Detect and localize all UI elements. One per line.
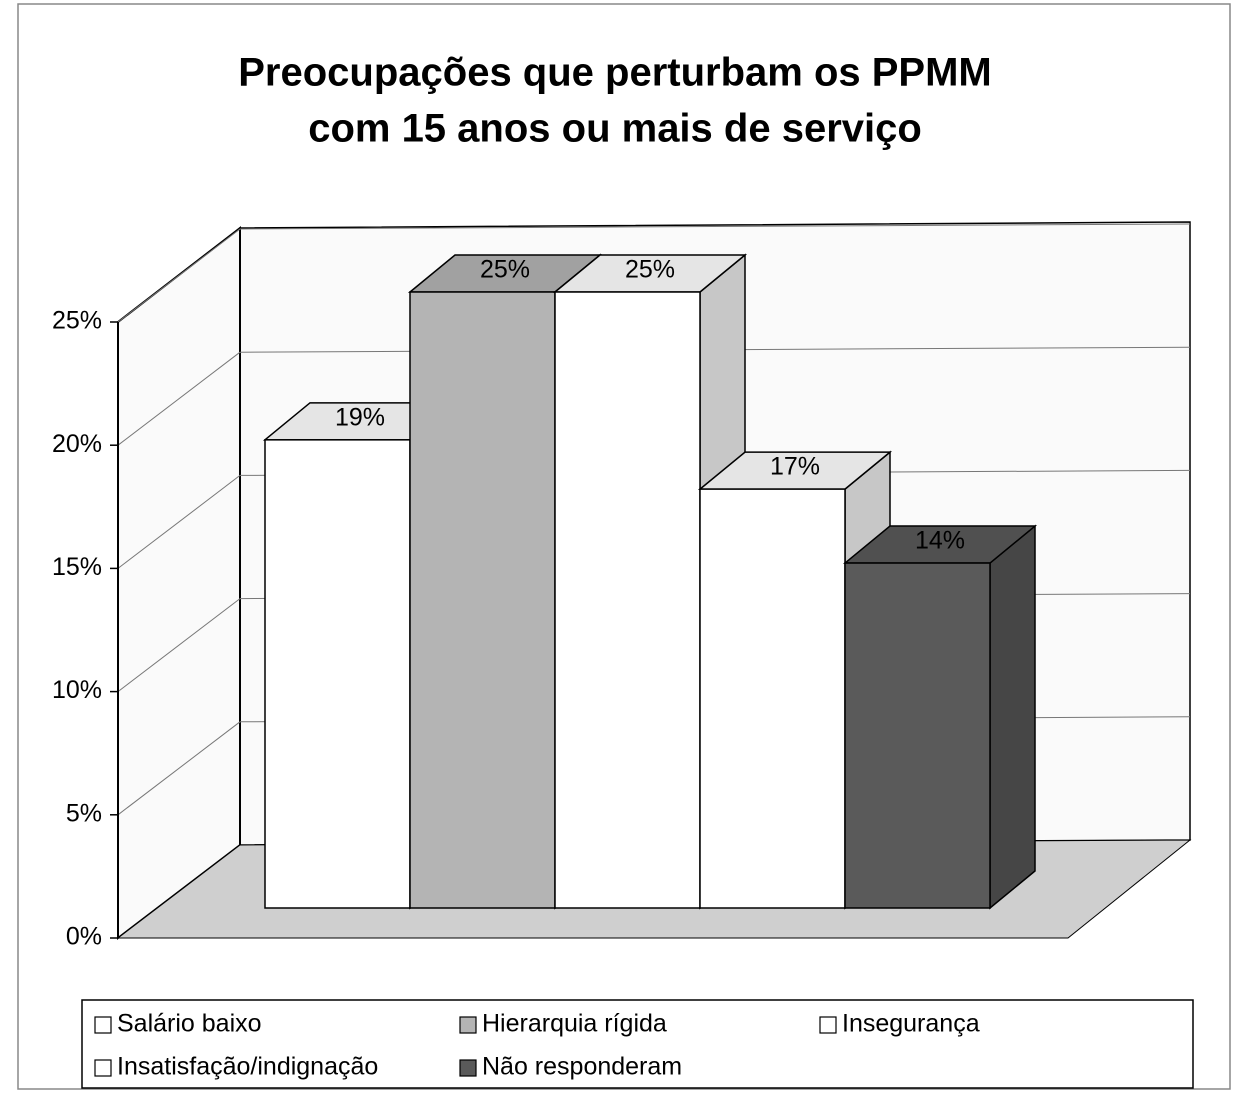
legend-label: Salário baixo — [117, 1010, 262, 1038]
bar — [264, 439, 411, 909]
y-tick-label: 25% — [52, 307, 102, 335]
side-wall — [117, 225, 241, 941]
y-tick-label: 0% — [66, 923, 102, 951]
grid-line — [117, 598, 241, 692]
legend-label: Hierarquia rígida — [482, 1010, 667, 1038]
legend-label: Insegurança — [842, 1010, 980, 1038]
value-label: 25% — [480, 256, 530, 284]
value-label: 14% — [915, 527, 965, 555]
grid-line — [117, 721, 241, 816]
bar-top-shade — [700, 452, 890, 490]
legend-swatch — [459, 1059, 477, 1077]
grid-line — [117, 228, 241, 323]
bar — [699, 488, 846, 909]
y-tick-label: 20% — [52, 430, 102, 458]
legend-label: Insatisfação/indignação — [117, 1053, 378, 1081]
legend-swatch — [94, 1059, 112, 1077]
chart-title: com 15 anos ou mais de serviço — [308, 107, 922, 151]
legend — [81, 999, 1194, 1089]
legend-swatch — [459, 1016, 477, 1034]
value-label: 19% — [335, 403, 385, 431]
bar — [409, 291, 556, 909]
grid-line — [117, 351, 241, 446]
y-tick-label: 5% — [66, 799, 102, 827]
legend-swatch — [819, 1016, 837, 1034]
legend-label: Não responderam — [482, 1053, 682, 1081]
y-tick-label: 15% — [52, 553, 102, 581]
bar-side-shade — [990, 526, 1035, 908]
grid-line — [117, 475, 241, 569]
bar-top-shade — [410, 255, 600, 292]
value-label: 17% — [770, 453, 820, 481]
bar — [554, 291, 701, 909]
legend-swatch — [94, 1016, 112, 1034]
bar-top-shade — [555, 255, 745, 292]
y-tick-label: 10% — [52, 676, 102, 704]
bar-top-shade — [265, 402, 455, 440]
value-label: 25% — [625, 256, 675, 284]
bar — [844, 562, 991, 909]
chart-title: Preocupações que perturbam os PPMM — [238, 51, 992, 95]
bar-top-shade — [845, 526, 1035, 564]
grid-line — [239, 223, 1191, 230]
